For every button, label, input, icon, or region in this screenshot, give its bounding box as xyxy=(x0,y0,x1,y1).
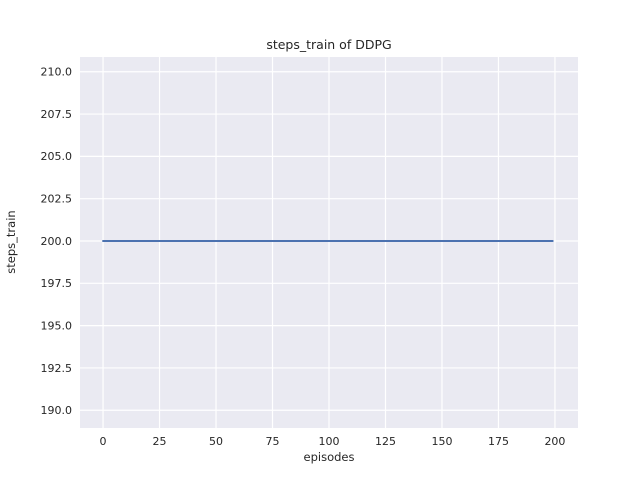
y-tick-label: 190.0 xyxy=(41,404,73,417)
x-tick-label: 50 xyxy=(209,435,223,448)
y-tick-label: 205.0 xyxy=(41,150,73,163)
x-tick-label: 125 xyxy=(375,435,396,448)
y-tick-label: 195.0 xyxy=(41,319,73,332)
x-tick-label: 25 xyxy=(153,435,167,448)
chart-title: steps_train of DDPG xyxy=(266,37,392,52)
x-tick-label: 75 xyxy=(266,435,280,448)
y-tick-label: 197.5 xyxy=(41,277,73,290)
y-axis-label: steps_train xyxy=(4,210,18,274)
y-tick-label: 210.0 xyxy=(41,66,73,79)
y-tick-label: 200.0 xyxy=(41,235,73,248)
x-tick-label: 0 xyxy=(100,435,107,448)
x-tick-label: 100 xyxy=(319,435,340,448)
y-tick-label: 207.5 xyxy=(41,108,73,121)
x-tick-label: 200 xyxy=(544,435,565,448)
y-tick-label: 192.5 xyxy=(41,362,73,375)
x-axis-label: episodes xyxy=(303,450,355,464)
x-tick-label: 175 xyxy=(488,435,509,448)
y-tick-label: 202.5 xyxy=(41,193,73,206)
x-tick-label: 150 xyxy=(431,435,452,448)
